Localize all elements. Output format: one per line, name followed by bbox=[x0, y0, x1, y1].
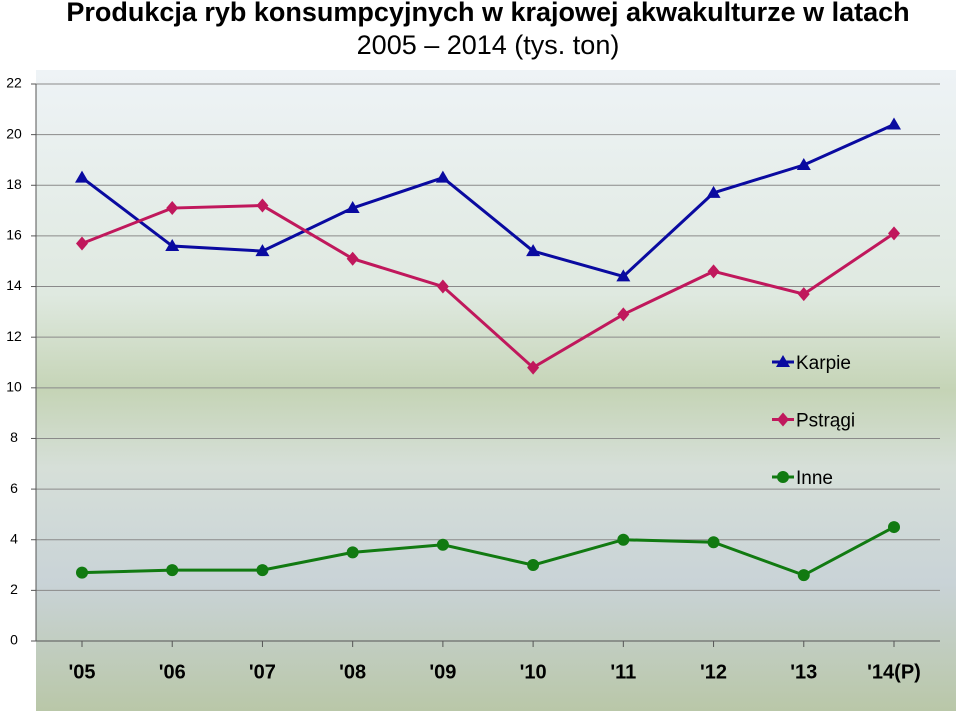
x-tick-label: '06 bbox=[159, 661, 186, 683]
y-tick-label: 20 bbox=[6, 125, 22, 141]
data-point bbox=[166, 564, 179, 577]
x-tick-label: '09 bbox=[429, 661, 456, 683]
data-point bbox=[345, 201, 360, 214]
data-point bbox=[887, 117, 901, 130]
data-point bbox=[255, 244, 270, 257]
legend-marker bbox=[776, 355, 790, 367]
data-point bbox=[527, 559, 540, 572]
y-tick-label: 2 bbox=[10, 581, 18, 597]
y-tick-label: 0 bbox=[10, 632, 18, 648]
data-point bbox=[888, 521, 900, 534]
y-tick-label: 22 bbox=[6, 75, 22, 91]
plot-background bbox=[36, 70, 956, 711]
y-tick-label: 8 bbox=[10, 429, 18, 445]
x-tick-label: '08 bbox=[339, 661, 366, 683]
data-point bbox=[346, 251, 359, 266]
data-point bbox=[527, 360, 540, 375]
y-tick-label: 12 bbox=[6, 328, 22, 344]
series-line bbox=[81, 123, 895, 279]
data-point bbox=[76, 236, 88, 251]
x-tick-label: '12 bbox=[700, 661, 727, 683]
data-point bbox=[256, 198, 269, 213]
y-tick-label: 16 bbox=[6, 227, 22, 243]
series-line bbox=[81, 204, 895, 370]
data-point bbox=[796, 158, 811, 171]
data-point bbox=[76, 566, 88, 579]
y-tick-label: 6 bbox=[10, 480, 18, 496]
data-point bbox=[617, 533, 630, 546]
x-tick-label: '05 bbox=[68, 661, 95, 683]
x-tick-label: '07 bbox=[249, 661, 276, 683]
x-tick-label: '11 bbox=[610, 661, 636, 683]
data-point bbox=[707, 264, 720, 279]
data-point bbox=[256, 564, 269, 577]
data-point bbox=[436, 279, 449, 294]
legend-label: Karpie bbox=[796, 353, 851, 374]
y-tick-label: 10 bbox=[6, 379, 22, 395]
data-point bbox=[346, 546, 359, 559]
y-tick-label: 18 bbox=[6, 176, 22, 192]
series-line bbox=[81, 525, 895, 577]
data-point bbox=[616, 269, 631, 282]
y-tick-label: 14 bbox=[6, 277, 22, 293]
data-point bbox=[797, 569, 810, 582]
data-point bbox=[797, 287, 810, 302]
y-tick-label: 4 bbox=[10, 530, 18, 546]
data-point bbox=[707, 536, 720, 549]
legend-label: Inne bbox=[796, 468, 833, 489]
data-point bbox=[435, 170, 450, 183]
x-tick-label: '10 bbox=[520, 661, 547, 683]
x-tick-label: '14(P) bbox=[867, 661, 921, 683]
data-point bbox=[617, 307, 630, 322]
chart-title: Produkcja ryb konsumpcyjnych w krajowej … bbox=[66, 0, 909, 27]
data-point bbox=[166, 201, 179, 216]
data-point bbox=[526, 244, 541, 257]
legend-label: Pstrągi bbox=[796, 411, 855, 432]
legend-marker bbox=[777, 471, 789, 483]
data-point bbox=[706, 185, 721, 198]
chart-title: 2005 – 2014 (tys. ton) bbox=[357, 30, 620, 60]
data-point bbox=[436, 538, 449, 551]
data-point bbox=[888, 226, 900, 241]
data-point bbox=[75, 170, 89, 183]
x-tick-label: '13 bbox=[790, 661, 817, 683]
data-point bbox=[165, 239, 180, 252]
legend-marker bbox=[777, 412, 789, 427]
